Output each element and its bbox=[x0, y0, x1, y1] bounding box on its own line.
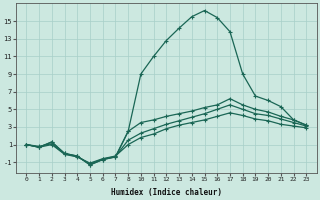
X-axis label: Humidex (Indice chaleur): Humidex (Indice chaleur) bbox=[111, 188, 222, 197]
